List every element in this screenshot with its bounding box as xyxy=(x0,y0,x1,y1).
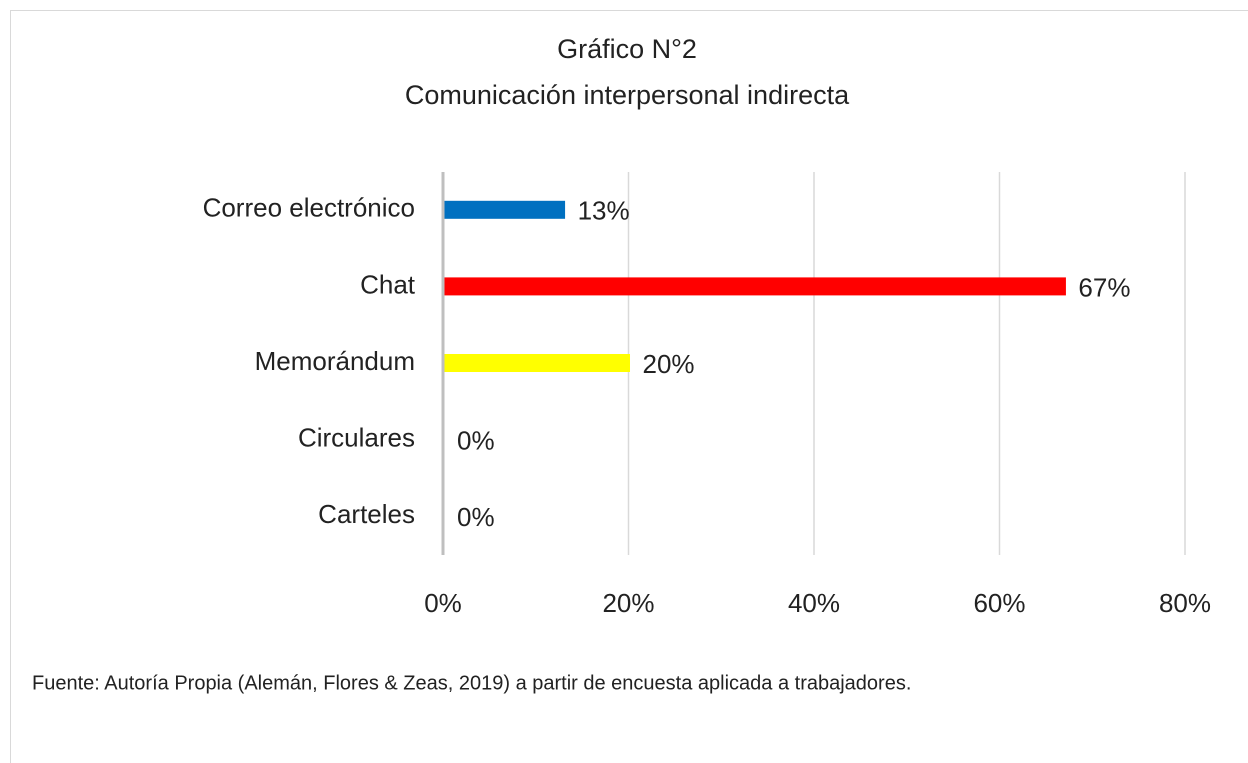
bar xyxy=(444,277,1066,296)
data-label: 0% xyxy=(457,425,495,455)
data-label: 0% xyxy=(457,502,495,532)
data-label: 13% xyxy=(578,196,630,226)
chart-subtitle: Comunicación interpersonal indirecta xyxy=(405,80,850,110)
data-label: 20% xyxy=(643,349,695,379)
x-tick-label: 60% xyxy=(973,588,1025,618)
bar xyxy=(444,354,630,372)
bar xyxy=(444,200,566,219)
x-tick-label: 20% xyxy=(602,588,654,618)
y-tick-label: Correo electrónico xyxy=(203,193,415,223)
x-tick-label: 40% xyxy=(788,588,840,618)
x-tick-label: 80% xyxy=(1159,588,1211,618)
x-tick-label: 0% xyxy=(424,588,462,618)
source-note: Fuente: Autoría Propia (Alemán, Flores &… xyxy=(32,672,911,694)
data-label: 67% xyxy=(1078,272,1130,302)
y-tick-label: Chat xyxy=(360,269,416,299)
y-tick-label: Carteles xyxy=(318,499,415,529)
y-tick-label: Memorándum xyxy=(255,346,415,376)
chart-title: Gráfico N°2 xyxy=(557,34,697,64)
y-tick-label: Circulares xyxy=(298,422,415,452)
